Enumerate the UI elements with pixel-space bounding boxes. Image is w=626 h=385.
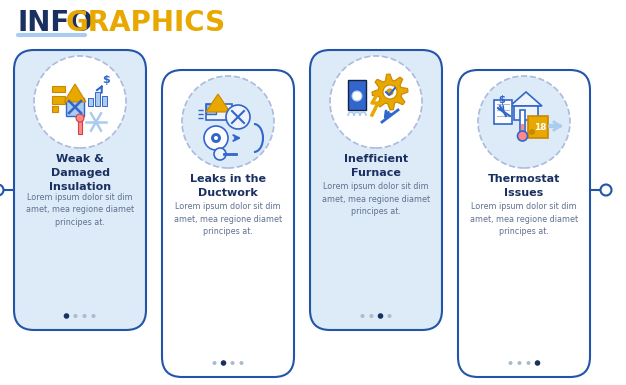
Circle shape xyxy=(221,360,227,366)
Circle shape xyxy=(518,131,528,141)
Circle shape xyxy=(529,129,535,135)
FancyBboxPatch shape xyxy=(14,50,146,330)
Circle shape xyxy=(600,184,612,196)
Circle shape xyxy=(34,56,126,148)
Bar xyxy=(66,98,84,116)
Text: Lorem ipsum dolor sit dim
amet, mea regione diamet
principes at.: Lorem ipsum dolor sit dim amet, mea regi… xyxy=(174,202,282,236)
Circle shape xyxy=(76,114,84,122)
Bar xyxy=(206,104,232,120)
Circle shape xyxy=(73,314,78,318)
Circle shape xyxy=(387,314,391,318)
Bar xyxy=(494,100,512,124)
FancyBboxPatch shape xyxy=(162,70,294,377)
Circle shape xyxy=(330,56,422,148)
Bar xyxy=(52,96,65,104)
Circle shape xyxy=(0,184,4,196)
Circle shape xyxy=(361,314,364,318)
Polygon shape xyxy=(206,94,230,112)
Circle shape xyxy=(240,361,244,365)
Text: $: $ xyxy=(499,95,505,105)
Text: Leaks in the
Ductwork: Leaks in the Ductwork xyxy=(190,174,266,198)
Circle shape xyxy=(214,136,218,140)
Polygon shape xyxy=(64,84,86,102)
Text: Lorem ipsum dolor sit dim
amet, mea regione diamet
principes at.: Lorem ipsum dolor sit dim amet, mea regi… xyxy=(26,193,134,227)
Bar xyxy=(52,86,65,92)
Bar xyxy=(348,80,366,110)
Bar xyxy=(95,92,100,106)
Circle shape xyxy=(182,76,274,168)
FancyBboxPatch shape xyxy=(458,70,590,377)
Polygon shape xyxy=(372,74,408,110)
Circle shape xyxy=(508,361,513,365)
Text: GRAPHICS: GRAPHICS xyxy=(66,9,226,37)
Circle shape xyxy=(377,313,383,319)
Text: Inefficient
Furnace: Inefficient Furnace xyxy=(344,154,408,178)
FancyBboxPatch shape xyxy=(310,50,442,330)
Circle shape xyxy=(211,133,221,143)
Circle shape xyxy=(387,89,393,95)
Circle shape xyxy=(478,76,570,168)
Bar xyxy=(528,116,548,138)
Bar xyxy=(521,124,524,134)
Text: 18: 18 xyxy=(534,122,546,132)
Bar xyxy=(102,96,107,106)
Circle shape xyxy=(383,85,397,99)
Bar xyxy=(78,116,82,134)
Circle shape xyxy=(352,91,362,101)
Circle shape xyxy=(64,313,69,319)
Text: Thermostat
Issues: Thermostat Issues xyxy=(488,174,560,198)
Circle shape xyxy=(535,360,540,366)
Text: Lorem ipsum dolor sit dim
amet, mea regione diamet
principes at.: Lorem ipsum dolor sit dim amet, mea regi… xyxy=(470,202,578,236)
Circle shape xyxy=(214,148,226,160)
Circle shape xyxy=(226,105,250,129)
Circle shape xyxy=(369,314,374,318)
Circle shape xyxy=(91,314,96,318)
Bar xyxy=(514,106,538,120)
Circle shape xyxy=(526,361,530,365)
Text: $: $ xyxy=(102,75,110,85)
Circle shape xyxy=(83,314,86,318)
Circle shape xyxy=(230,361,235,365)
Circle shape xyxy=(212,361,217,365)
Circle shape xyxy=(518,361,521,365)
Bar xyxy=(88,98,93,106)
Bar xyxy=(52,106,58,112)
Text: Lorem ipsum dolor sit dim
amet, mea regione diamet
principes at.: Lorem ipsum dolor sit dim amet, mea regi… xyxy=(322,182,430,216)
Bar xyxy=(206,104,216,114)
Text: INFO: INFO xyxy=(18,9,94,37)
Polygon shape xyxy=(510,92,542,106)
Bar xyxy=(520,110,525,136)
Circle shape xyxy=(204,126,228,150)
Text: Weak &
Damaged
Insulation: Weak & Damaged Insulation xyxy=(49,154,111,192)
